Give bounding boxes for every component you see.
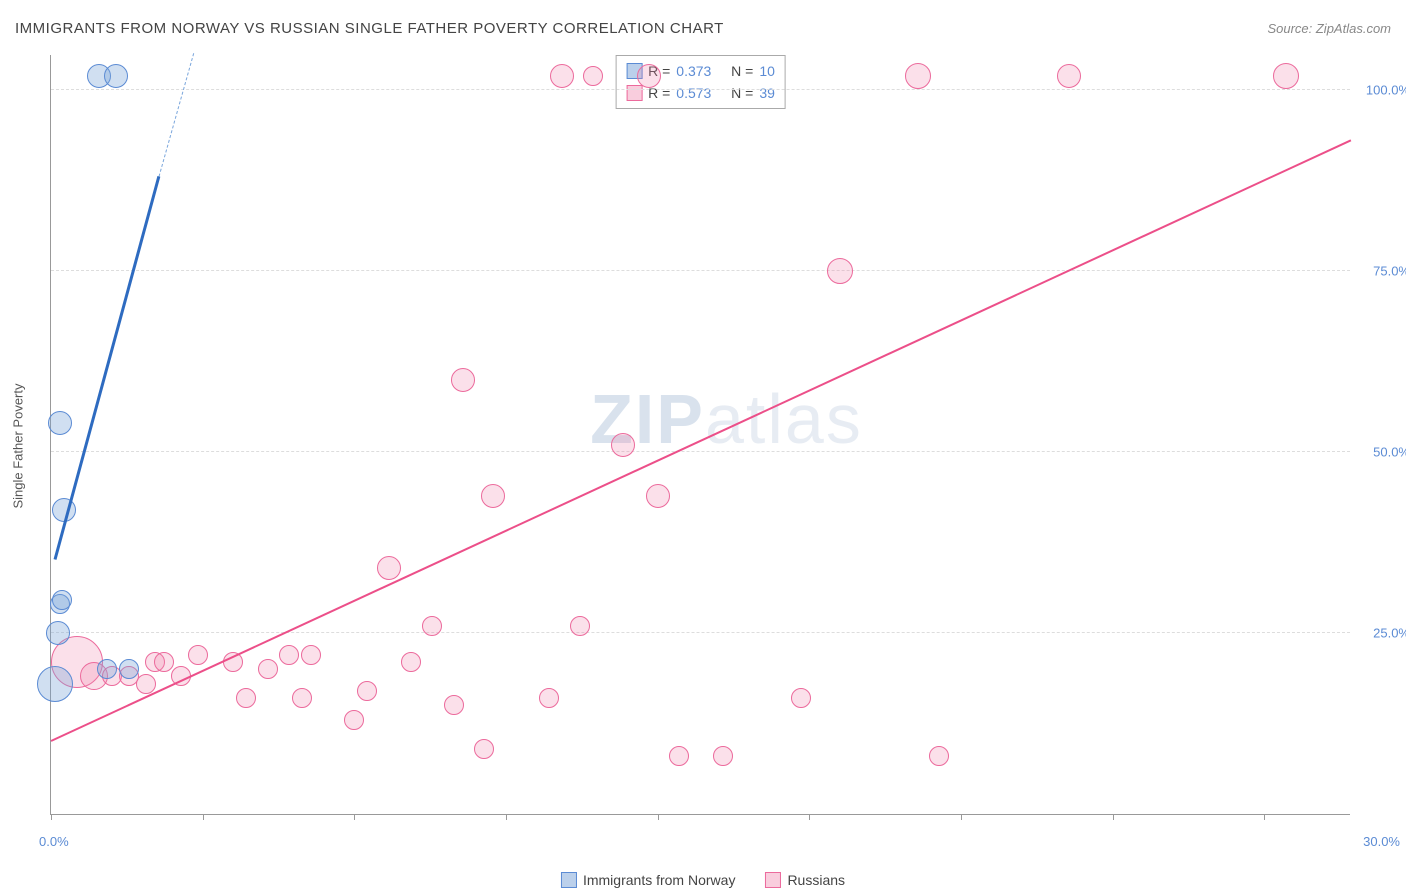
xtick-label-min: 0.0% [39, 834, 69, 849]
data-point-blue [97, 659, 117, 679]
data-point-pink [188, 645, 208, 665]
data-point-blue [37, 666, 73, 702]
ytick-label: 100.0% [1366, 83, 1406, 98]
data-point-pink [827, 258, 853, 284]
chart-title: IMMIGRANTS FROM NORWAY VS RUSSIAN SINGLE… [15, 20, 724, 37]
data-point-pink [646, 484, 670, 508]
data-point-pink [481, 484, 505, 508]
data-point-pink [292, 688, 312, 708]
ytick-label: 25.0% [1373, 626, 1406, 641]
data-point-pink [474, 739, 494, 759]
data-point-pink [637, 64, 661, 88]
xtick [809, 814, 810, 820]
data-point-pink [1057, 64, 1081, 88]
y-axis-label: Single Father Poverty [11, 383, 26, 508]
xtick [1264, 814, 1265, 820]
data-point-pink [583, 66, 603, 86]
data-point-pink [539, 688, 559, 708]
data-point-pink [279, 645, 299, 665]
data-point-pink [344, 710, 364, 730]
data-point-pink [1273, 63, 1299, 89]
data-point-blue [119, 659, 139, 679]
regression-line [51, 139, 1352, 742]
data-point-pink [550, 64, 574, 88]
data-point-blue [46, 621, 70, 645]
data-point-pink [444, 695, 464, 715]
plot-area: ZIPatlas R = 0.373 N = 10 R = 0.573 N = … [50, 55, 1350, 815]
xtick-label-max: 30.0% [1363, 834, 1400, 849]
gridline [51, 270, 1350, 271]
xtick [658, 814, 659, 820]
data-point-pink [669, 746, 689, 766]
legend-swatch-pink [765, 872, 781, 888]
data-point-pink [422, 616, 442, 636]
data-point-pink [136, 674, 156, 694]
xtick [51, 814, 52, 820]
ytick-label: 75.0% [1373, 264, 1406, 279]
xtick [961, 814, 962, 820]
ytick-label: 50.0% [1373, 445, 1406, 460]
data-point-pink [905, 63, 931, 89]
regression-line [54, 175, 161, 559]
gridline [51, 89, 1350, 90]
data-point-pink [258, 659, 278, 679]
data-point-pink [570, 616, 590, 636]
data-point-pink [451, 368, 475, 392]
series-legend: Immigrants from Norway Russians [561, 872, 845, 888]
data-point-pink [929, 746, 949, 766]
data-point-pink [301, 645, 321, 665]
xtick [354, 814, 355, 820]
gridline [51, 451, 1350, 452]
data-point-pink [236, 688, 256, 708]
data-point-pink [357, 681, 377, 701]
data-point-pink [713, 746, 733, 766]
legend-label-pink: Russians [787, 872, 845, 888]
legend-swatch-blue [561, 872, 577, 888]
legend-label-blue: Immigrants from Norway [583, 872, 735, 888]
gridline [51, 632, 1350, 633]
data-point-blue [104, 64, 128, 88]
data-point-pink [154, 652, 174, 672]
source-label: Source: ZipAtlas.com [1267, 21, 1391, 36]
data-point-pink [401, 652, 421, 672]
data-point-pink [791, 688, 811, 708]
xtick [506, 814, 507, 820]
data-point-pink [377, 556, 401, 580]
swatch-pink [626, 85, 642, 101]
xtick [1113, 814, 1114, 820]
xtick [203, 814, 204, 820]
data-point-pink [611, 433, 635, 457]
data-point-blue [52, 590, 72, 610]
data-point-blue [48, 411, 72, 435]
regression-line [159, 53, 195, 176]
